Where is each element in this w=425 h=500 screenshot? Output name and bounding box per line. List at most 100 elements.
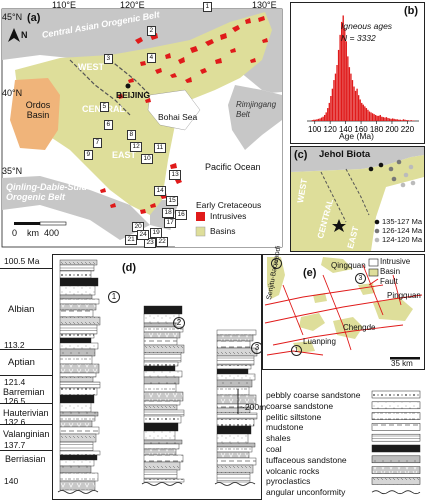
lithology-bed	[59, 355, 93, 365]
histogram-bar	[359, 99, 361, 121]
histogram-bar	[364, 106, 366, 121]
lithology-bed	[59, 454, 98, 461]
site-number: 7	[93, 138, 102, 148]
histogram-bar	[401, 120, 403, 121]
histogram-bar	[337, 49, 340, 121]
lithology-bed	[143, 400, 181, 406]
site-number: 18	[162, 208, 175, 218]
lithology-bed	[216, 355, 255, 366]
stage-berriasian: Berriasian	[5, 454, 46, 464]
age-100-5: 100.5 Ma	[4, 256, 40, 266]
lithology-bed	[143, 344, 185, 354]
pingquan-label: Pingquan	[387, 291, 421, 300]
panel-e-map: (e) Intrusive Basin Fault Qingquan Pingq…	[262, 246, 425, 370]
lithology-bed	[143, 322, 177, 328]
lithology-bed	[216, 364, 252, 370]
lithology-swatch	[371, 390, 421, 399]
unconformity-swatch	[371, 490, 421, 495]
x-tick-label: 100	[308, 125, 322, 134]
histogram-bar	[381, 116, 383, 121]
jehol-map	[291, 147, 424, 251]
lithology-bed	[143, 391, 184, 402]
lithology-bed	[143, 404, 178, 411]
lithology-bed	[216, 418, 255, 427]
panel-a-letter: (a)	[27, 12, 41, 24]
panel-b-chart: 100 120 140 160 180 200 220 (b) Igneous ages N…	[290, 2, 425, 144]
site-number-1: 1	[291, 345, 302, 356]
lithology-bed	[216, 334, 254, 342]
site-number: 8	[127, 130, 136, 140]
histogram-bar	[410, 120, 412, 121]
basin-area	[15, 12, 272, 215]
lithology-swatch	[371, 423, 421, 431]
scale-200m: ~200m	[240, 402, 267, 412]
qds-area	[2, 176, 150, 240]
lithology-bed	[59, 472, 99, 482]
lithology-bed	[143, 415, 182, 424]
histogram-bar	[361, 102, 363, 121]
lithology-bed	[143, 365, 176, 372]
site-number: 6	[104, 120, 113, 130]
x-tick-label: 200	[385, 125, 399, 134]
scale-35km: 35 km	[391, 359, 413, 368]
lithology-bed	[216, 340, 251, 349]
ordos-basin-area	[10, 78, 60, 150]
lithology-bed	[59, 333, 95, 339]
histogram-bar	[345, 41, 347, 121]
histogram-bar	[396, 119, 398, 121]
lithology-bed	[59, 342, 99, 350]
age-121-4: 121.4	[4, 377, 26, 387]
histogram-bar	[323, 114, 326, 121]
site-number: 17	[164, 218, 177, 228]
lithology-bed	[59, 363, 100, 374]
lithology-bed	[59, 415, 96, 422]
age-legend-2: 126-124 Ma	[382, 226, 423, 235]
lithology-bed	[216, 464, 254, 474]
histogram-bar	[333, 80, 335, 121]
lithology-bed	[59, 420, 93, 428]
histogram-bar	[398, 119, 400, 121]
lithology-bed	[143, 448, 177, 456]
lithology-bed	[59, 285, 96, 296]
lithology-bed	[143, 430, 176, 441]
age-140: 140	[4, 476, 19, 486]
histogram-bar	[367, 109, 369, 121]
site-number: 9	[84, 150, 93, 160]
unconformity-line	[141, 482, 183, 486]
panel-c-map: (c) Jehol Biota WEST CENTRAL EAST 135-12…	[290, 146, 425, 252]
legend-fault-label: Fault	[380, 277, 398, 286]
lithology-bed	[59, 294, 93, 300]
scale-zero: 0	[12, 228, 18, 238]
column-number-1: 1	[108, 291, 120, 303]
histogram-bar	[353, 86, 355, 121]
lithology-label: pyroclastics	[266, 476, 311, 487]
x-tick-label: 160	[354, 125, 368, 134]
legend-basin-label: Basin	[380, 267, 401, 276]
histogram-xlabel: Age (Ma)	[339, 131, 374, 141]
site-number: 16	[175, 210, 188, 220]
map-figure	[0, 0, 286, 250]
histogram-bar	[362, 104, 364, 121]
column-number-2: 2	[173, 317, 185, 329]
scale-max: 400	[44, 228, 60, 238]
panel-e-letter: (e)	[303, 267, 317, 279]
histogram-bar	[330, 96, 332, 121]
lithology-bed	[143, 305, 183, 315]
stage-albian: Albian	[8, 304, 35, 315]
legend-basin-swatch	[195, 226, 206, 237]
lithology-swatch	[371, 401, 421, 410]
histogram-bar	[374, 114, 377, 121]
lithology-bed	[59, 303, 97, 311]
lithology-bed	[216, 368, 249, 375]
histogram-bar	[390, 118, 392, 121]
site-number-2: 2	[271, 258, 282, 269]
stage-barremian: Barremian	[3, 387, 45, 397]
site-number: 12	[130, 142, 143, 152]
lithology-bed	[59, 450, 101, 456]
legend-basin-box	[368, 268, 379, 277]
lithology-bed	[143, 337, 178, 346]
intrusives	[100, 16, 268, 214]
lithology-label: mudstone	[266, 422, 304, 433]
lithology-label: pelitic siltstone	[266, 411, 322, 422]
lithology-bed	[143, 331, 181, 339]
